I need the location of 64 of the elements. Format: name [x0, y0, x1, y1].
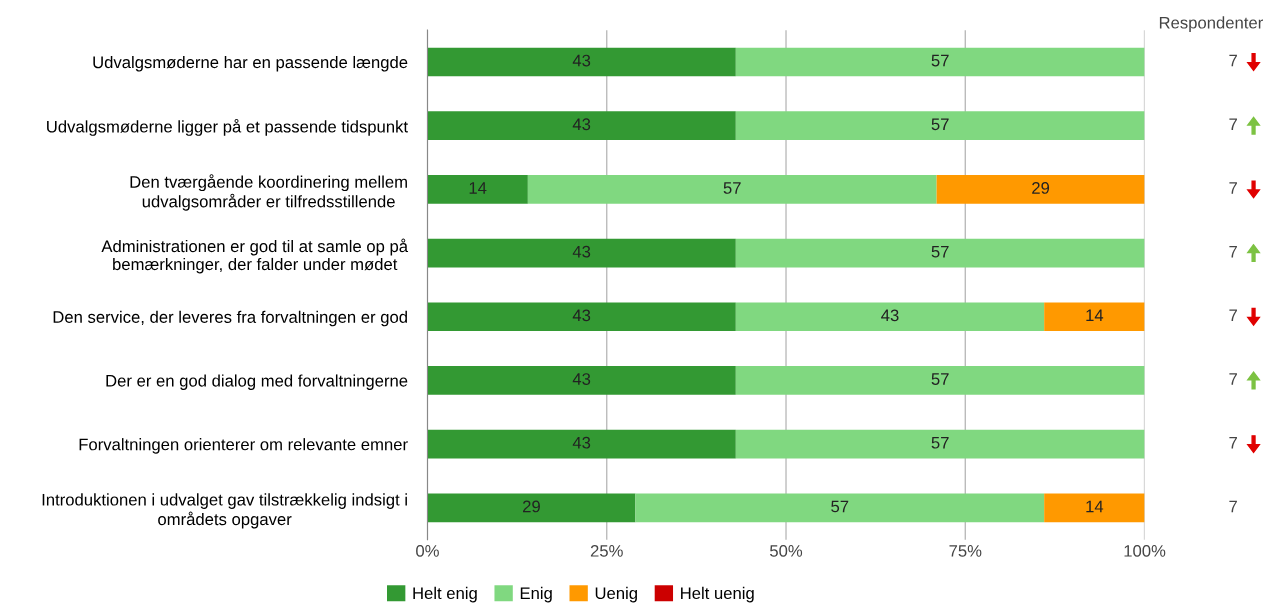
x-tick-label: 25% [590, 544, 623, 557]
data-label: 57 [723, 182, 741, 194]
data-label: 57 [931, 436, 949, 449]
bar [635, 493, 1045, 523]
data-label: 57 [931, 54, 949, 67]
bar [427, 175, 528, 204]
text: 7 [1229, 118, 1237, 130]
data-label: 57 [831, 500, 849, 513]
bar [735, 47, 1145, 77]
legend-label: Helt enig [413, 586, 477, 603]
data-label: 57 [931, 245, 949, 258]
x-tick-label: 50% [770, 544, 803, 557]
bar [735, 366, 1145, 395]
bar [527, 175, 937, 204]
y-tick-label: Der er en god dialog med forvaltningerne [106, 374, 408, 390]
text: 7 [1229, 373, 1237, 385]
bar [735, 302, 1045, 332]
bar [735, 238, 1145, 268]
bar [427, 302, 736, 332]
y-tick-label: Den service, der leveres fra forvaltningen er god [53, 310, 407, 327]
text: 7 [1229, 500, 1237, 513]
data-label: 29 [1032, 182, 1050, 194]
data-label: 14 [469, 182, 487, 194]
data-label: 43 [572, 309, 591, 322]
bar [427, 429, 736, 459]
data-label: 43 [572, 373, 591, 385]
bar [1044, 302, 1145, 332]
data-label: 43 [572, 245, 591, 258]
data-label: 57 [931, 118, 949, 131]
data-label: 43 [572, 54, 591, 67]
y-tick-label: Udvalgsmøderne ligger på et passende tidspunkt [47, 118, 408, 136]
data-label: 14 [1086, 309, 1104, 322]
data-label: 29 [523, 500, 540, 513]
bar [735, 429, 1145, 459]
text: 7 [1229, 54, 1237, 67]
x-tick-label: 100% [1124, 544, 1166, 557]
text: 7 [1229, 182, 1237, 194]
data-label: 43 [572, 118, 591, 131]
x-tick-label: 0% [416, 544, 439, 557]
bar [735, 111, 1145, 141]
data-label: 43 [572, 436, 591, 449]
y-tick-label: Introduktionen i udvalget gav tilstrækkelig indsigt i områdets opgaver [42, 493, 407, 529]
x-tick-label: 75% [949, 545, 982, 557]
legend-label: Helt uenig [681, 586, 754, 603]
text: 7 [1229, 309, 1237, 322]
y-tick-label: Udvalgsmøderne har en passende længde [93, 55, 408, 72]
legend-label: Uenig [595, 586, 637, 603]
bar [427, 238, 736, 268]
text: Respondenter [1159, 16, 1263, 32]
bar [427, 366, 736, 395]
y-tick-label: Den tværgående koordinering mellem udvalgsområder er tilfredsstillende [130, 174, 407, 211]
bar [1044, 493, 1145, 523]
text: 7 [1229, 436, 1237, 449]
data-label: 14 [1086, 500, 1104, 513]
bar [427, 111, 736, 141]
y-tick-label: Administrationen er god til at samle op på bemærkninger, der falder under mødet [101, 238, 409, 274]
bar [427, 493, 636, 523]
bar [936, 175, 1145, 204]
legend-label: Enig [520, 586, 552, 603]
data-label: 43 [881, 309, 899, 322]
bar [427, 47, 736, 77]
data-label: 57 [931, 373, 949, 385]
text: 7 [1229, 245, 1237, 258]
y-tick-label: Forvaltningen orienterer om relevante emner [79, 438, 408, 454]
